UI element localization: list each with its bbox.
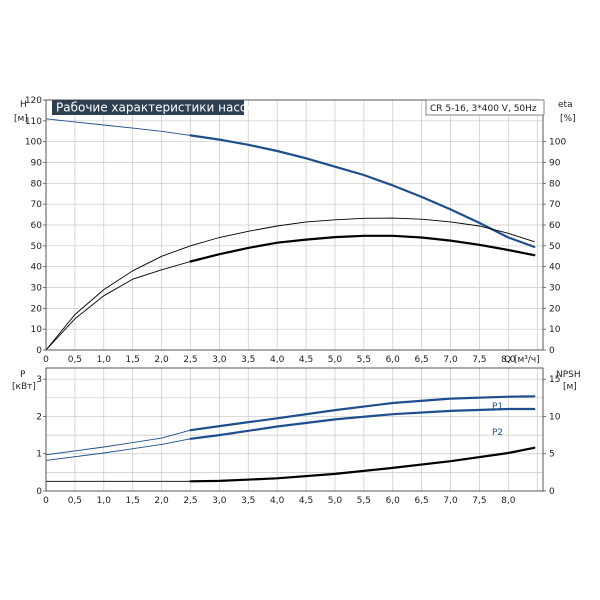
right-tick-label: 10 — [549, 325, 561, 335]
right-tick-label: 50 — [549, 242, 561, 252]
x-tick-label: 7,5 — [472, 496, 486, 506]
curve-0-1-main — [45, 217, 535, 351]
x-tick-label: 3,0 — [212, 355, 227, 365]
left-tick-label: 10 — [31, 325, 43, 335]
grid-layer — [45, 99, 543, 492]
right-tick-label: 60 — [549, 221, 561, 231]
curve-0-2-main — [189, 234, 536, 263]
chart-title: Рабочие характеристики насоса — [56, 101, 261, 115]
curve-0-0-thin — [45, 118, 191, 136]
right-tick-label: 90 — [549, 159, 561, 169]
right-tick-label: 0 — [549, 346, 555, 356]
left-tick-label: 0 — [36, 346, 42, 356]
x-tick-label: 8,0 — [501, 355, 516, 365]
x-tick-label: 4,0 — [270, 355, 285, 365]
x-tick-label: 0,5 — [68, 496, 82, 506]
x-tick-label: 6,0 — [386, 496, 401, 506]
h-axis-label: H — [20, 100, 27, 110]
left-tick-label: 50 — [31, 242, 43, 252]
x-tick-label: 4,5 — [299, 355, 313, 365]
q-axis-label: Q [м³/ч] — [504, 355, 540, 365]
curve-1-0-main — [189, 395, 536, 432]
eta-axis-unit: [%] — [560, 114, 576, 124]
npsh-axis-unit: [м] — [563, 382, 577, 392]
x-tick-label: 2,0 — [154, 355, 169, 365]
x-tick-label: 7,0 — [443, 496, 458, 506]
x-tick-label: 6,5 — [414, 355, 428, 365]
title-banner — [52, 100, 244, 115]
x-tick-label: 3,5 — [241, 355, 255, 365]
x-tick-label: 4,0 — [270, 496, 285, 506]
series-label-p1: P1 — [492, 402, 503, 412]
left-tick-label: 2 — [36, 412, 42, 422]
x-tick-label: 1,5 — [126, 496, 140, 506]
x-tick-label: 1,0 — [97, 496, 112, 506]
x-tick-label: 5,0 — [328, 496, 343, 506]
x-tick-label: 5,5 — [357, 496, 371, 506]
left-tick-label: 90 — [31, 159, 43, 169]
curve-0-0-main — [189, 134, 536, 248]
curve-0-2-thin — [45, 261, 191, 351]
right-tick-label: 40 — [549, 263, 561, 273]
x-tick-label: 0,5 — [68, 355, 82, 365]
left-tick-label: 120 — [25, 96, 42, 106]
x-tick-label: 1,5 — [126, 355, 140, 365]
eta-axis-label: eta — [558, 100, 573, 110]
plot-frame — [45, 367, 544, 492]
left-tick-label: 60 — [31, 221, 43, 231]
text-layer: 0102030405060708090100110120010203040506… — [25, 96, 567, 506]
curve-1-0-thin — [45, 429, 191, 456]
x-tick-label: 7,0 — [443, 355, 458, 365]
x-tick-label: 6,5 — [414, 496, 428, 506]
series-label-p2: P2 — [492, 428, 503, 438]
model-info-box — [425, 99, 545, 116]
x-tick-label: 5,0 — [328, 355, 343, 365]
p-axis-label: P — [20, 370, 26, 380]
x-tick-label: 2,0 — [154, 496, 169, 506]
h-axis-unit: [м] — [14, 114, 28, 124]
left-tick-label: 0 — [36, 487, 42, 497]
x-tick-label: 1,0 — [97, 355, 112, 365]
npsh-axis-label: NPSH — [556, 370, 581, 380]
x-tick-label: 8,0 — [501, 496, 516, 506]
left-tick-label: 40 — [31, 263, 43, 273]
x-tick-label: 2,5 — [183, 496, 197, 506]
left-tick-label: 110 — [25, 117, 42, 127]
right-tick-label: 20 — [549, 304, 561, 314]
curve-layer — [45, 118, 536, 483]
right-tick-label: 5 — [549, 450, 555, 460]
x-tick-label: 0 — [43, 355, 49, 365]
right-tick-label: 70 — [549, 200, 561, 210]
left-tick-label: 3 — [36, 375, 42, 385]
x-tick-label: 7,5 — [472, 355, 486, 365]
right-tick-label: 100 — [549, 138, 566, 148]
left-tick-label: 30 — [31, 284, 43, 294]
right-tick-label: 10 — [549, 412, 561, 422]
left-tick-label: 80 — [31, 179, 43, 189]
right-tick-label: 15 — [549, 375, 560, 385]
x-tick-label: 3,5 — [241, 496, 255, 506]
x-tick-label: 5,5 — [357, 355, 371, 365]
x-tick-label: 4,5 — [299, 496, 313, 506]
right-tick-label: 0 — [549, 487, 555, 497]
curve-1-1-main — [189, 407, 536, 440]
x-tick-label: 2,5 — [183, 355, 197, 365]
right-tick-label: 80 — [549, 179, 561, 189]
curve-1-2-main — [189, 446, 536, 483]
left-tick-label: 70 — [31, 200, 43, 210]
x-tick-label: 6,0 — [386, 355, 401, 365]
curve-1-1-thin — [45, 438, 191, 461]
left-tick-label: 1 — [36, 450, 42, 460]
left-tick-label: 100 — [25, 138, 42, 148]
x-tick-label: 3,0 — [212, 496, 227, 506]
model-info-text: CR 5-16, 3*400 V, 50Hz — [430, 104, 537, 114]
left-tick-label: 20 — [31, 304, 43, 314]
frame-layer — [43, 99, 546, 492]
p-axis-unit: [кВт] — [12, 382, 36, 392]
x-tick-label: 0 — [43, 496, 49, 506]
right-tick-label: 30 — [549, 284, 561, 294]
